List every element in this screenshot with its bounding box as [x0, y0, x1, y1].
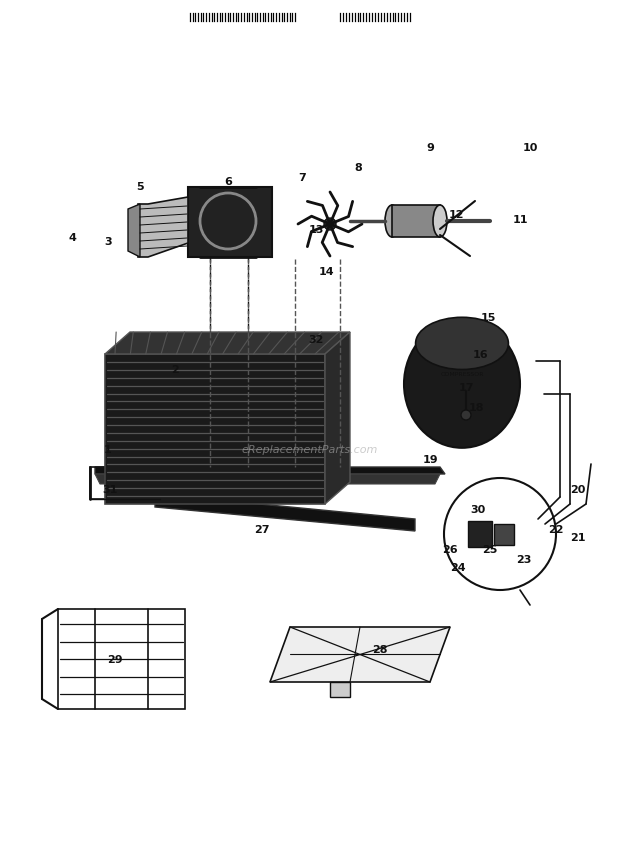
- Polygon shape: [138, 198, 188, 257]
- Text: eReplacementParts.com: eReplacementParts.com: [242, 444, 378, 455]
- Text: 16: 16: [472, 350, 488, 360]
- Polygon shape: [105, 332, 350, 355]
- Text: 14: 14: [318, 267, 334, 276]
- Polygon shape: [468, 522, 492, 548]
- Ellipse shape: [415, 318, 508, 370]
- FancyBboxPatch shape: [188, 188, 272, 257]
- Text: 30: 30: [471, 505, 485, 514]
- Text: 19: 19: [422, 455, 438, 464]
- Circle shape: [461, 411, 471, 420]
- Text: 15: 15: [480, 313, 495, 323]
- Text: 8: 8: [354, 163, 362, 173]
- Ellipse shape: [433, 206, 447, 238]
- Text: 20: 20: [570, 485, 586, 494]
- Text: 7: 7: [298, 173, 306, 183]
- Text: 3: 3: [104, 237, 112, 247]
- Text: 31: 31: [102, 485, 118, 494]
- Text: 18: 18: [468, 403, 484, 412]
- Polygon shape: [325, 332, 350, 505]
- Polygon shape: [494, 524, 514, 545]
- Circle shape: [324, 219, 336, 231]
- Text: 11: 11: [512, 214, 528, 225]
- Text: 29: 29: [107, 654, 123, 664]
- Polygon shape: [95, 468, 445, 474]
- Text: 32: 32: [308, 335, 324, 344]
- Text: 4: 4: [68, 232, 76, 243]
- Text: 22: 22: [548, 524, 564, 535]
- Text: 17: 17: [458, 382, 474, 393]
- Text: 6: 6: [224, 177, 232, 187]
- Text: 28: 28: [372, 644, 388, 654]
- Text: 26: 26: [442, 544, 458, 554]
- Text: 12: 12: [448, 210, 464, 220]
- Text: 9: 9: [426, 143, 434, 152]
- Polygon shape: [128, 205, 140, 257]
- Polygon shape: [95, 474, 440, 485]
- Text: 21: 21: [570, 532, 586, 542]
- Text: 1: 1: [104, 444, 112, 455]
- Text: 2: 2: [171, 364, 179, 375]
- Text: 10: 10: [522, 143, 538, 152]
- Ellipse shape: [404, 321, 520, 449]
- Text: 24: 24: [450, 562, 466, 573]
- Ellipse shape: [385, 206, 399, 238]
- Polygon shape: [330, 682, 350, 697]
- Polygon shape: [105, 355, 325, 505]
- Text: 25: 25: [482, 544, 498, 554]
- Text: 5: 5: [136, 182, 144, 192]
- Polygon shape: [155, 494, 415, 531]
- Text: 23: 23: [516, 554, 532, 564]
- Text: 27: 27: [254, 524, 270, 535]
- Text: COMPRESSOR: COMPRESSOR: [440, 372, 484, 377]
- Polygon shape: [392, 206, 440, 238]
- Text: 13: 13: [308, 225, 324, 235]
- Polygon shape: [270, 628, 450, 682]
